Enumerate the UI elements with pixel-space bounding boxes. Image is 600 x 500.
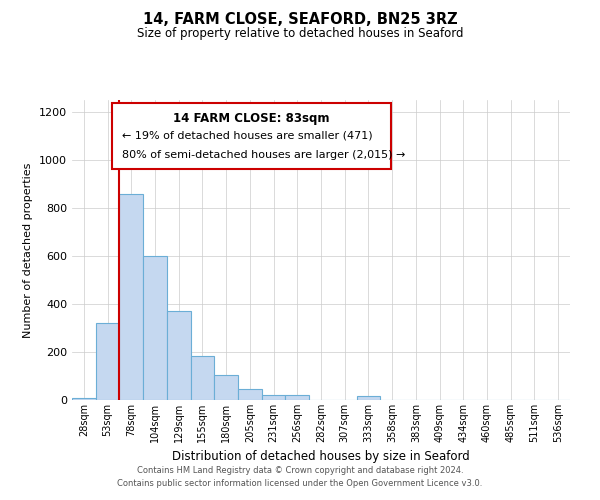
- Bar: [96, 323, 119, 400]
- Bar: [191, 356, 214, 400]
- Text: 80% of semi-detached houses are larger (2,015) →: 80% of semi-detached houses are larger (…: [122, 150, 405, 160]
- Y-axis label: Number of detached properties: Number of detached properties: [23, 162, 34, 338]
- Text: Contains HM Land Registry data © Crown copyright and database right 2024.
Contai: Contains HM Land Registry data © Crown c…: [118, 466, 482, 487]
- Text: ← 19% of detached houses are smaller (471): ← 19% of detached houses are smaller (47…: [122, 130, 373, 140]
- Text: Size of property relative to detached houses in Seaford: Size of property relative to detached ho…: [137, 28, 463, 40]
- Bar: [72, 398, 96, 400]
- Text: 14, FARM CLOSE, SEAFORD, BN25 3RZ: 14, FARM CLOSE, SEAFORD, BN25 3RZ: [143, 12, 457, 28]
- Bar: [119, 194, 143, 400]
- Bar: [262, 395, 286, 400]
- FancyBboxPatch shape: [112, 103, 391, 169]
- Text: 14 FARM CLOSE: 83sqm: 14 FARM CLOSE: 83sqm: [173, 112, 329, 125]
- Bar: [143, 256, 167, 400]
- Bar: [167, 311, 191, 400]
- Bar: [286, 395, 309, 400]
- Bar: [356, 396, 380, 400]
- X-axis label: Distribution of detached houses by size in Seaford: Distribution of detached houses by size …: [172, 450, 470, 464]
- Bar: [214, 375, 238, 400]
- Bar: [238, 388, 262, 400]
